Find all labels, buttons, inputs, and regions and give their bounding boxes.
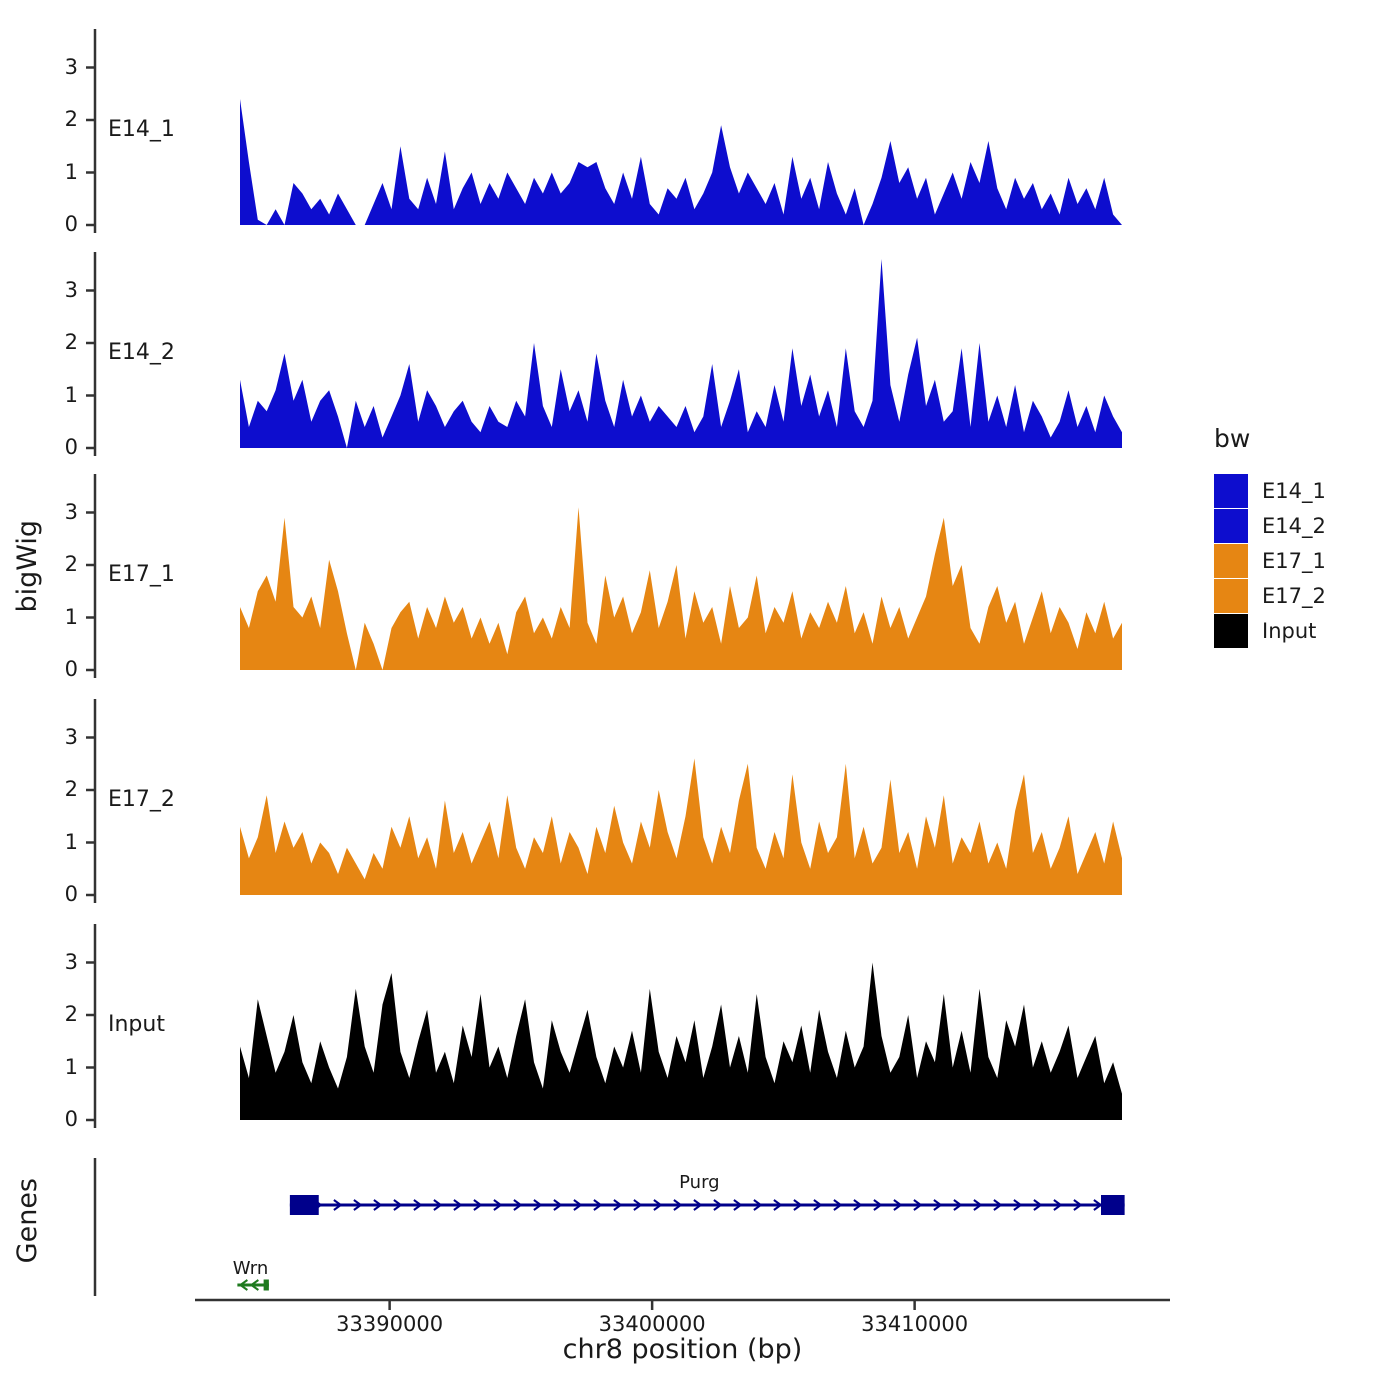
signal-area-Input — [240, 962, 1122, 1120]
legend-swatch-e17-2 — [1214, 578, 1248, 613]
legend-swatch-e14-2 — [1214, 508, 1248, 543]
legend-label: E17_2 — [1262, 583, 1326, 608]
y-axis-title: bigWig — [12, 520, 43, 613]
legend-label: E14_2 — [1262, 513, 1326, 538]
gene-strand-arrow — [793, 1199, 803, 1211]
legend-swatch-e14-1 — [1214, 473, 1248, 508]
gene-strand-arrow — [1033, 1199, 1043, 1211]
gene-strand-arrow — [633, 1199, 643, 1211]
legend-label: E14_1 — [1262, 478, 1326, 503]
signal-area-E17_2 — [240, 758, 1122, 895]
gene-exon-Purg — [289, 1195, 319, 1215]
gene-strand-arrow — [373, 1199, 383, 1211]
gene-strand-arrow — [773, 1199, 783, 1211]
gene-strand-arrow — [993, 1199, 1003, 1211]
gene-strand-arrow — [1073, 1199, 1083, 1211]
gene-strand-arrow — [249, 1279, 259, 1291]
gene-strand-arrow — [453, 1199, 463, 1211]
gene-exon-Purg — [1101, 1195, 1125, 1215]
gene-strand-arrow — [353, 1199, 363, 1211]
gene-strand-arrow — [1013, 1199, 1023, 1211]
gene-strand-arrow — [933, 1199, 943, 1211]
gene-strand-arrow — [973, 1199, 983, 1211]
gene-strand-arrow — [493, 1199, 503, 1211]
gene-strand-arrow — [433, 1199, 443, 1211]
gene-strand-arrow — [1093, 1199, 1103, 1211]
gene-strand-arrow — [953, 1199, 963, 1211]
gene-strand-arrow — [473, 1199, 483, 1211]
signal-area-E14_2 — [240, 259, 1122, 448]
legend-swatch-input — [1214, 613, 1248, 648]
genes-axis-title: Genes — [12, 1178, 43, 1264]
signal-area-E17_1 — [240, 507, 1122, 670]
gene-strand-arrow — [693, 1199, 703, 1211]
legend-swatch-e17-1 — [1214, 543, 1248, 578]
legend-label: Input — [1262, 618, 1317, 643]
gene-strand-arrow — [573, 1199, 583, 1211]
gene-strand-arrow — [413, 1199, 423, 1211]
signal-area-E14_1 — [240, 99, 1122, 225]
gene-strand-arrow — [613, 1199, 623, 1211]
legend-item-e17-2: E17_2 — [1214, 578, 1326, 613]
gene-strand-arrow — [813, 1199, 823, 1211]
gene-strand-arrow — [873, 1199, 883, 1211]
gene-strand-arrow — [1053, 1199, 1063, 1211]
x-axis-title: chr8 position (bp) — [562, 1334, 803, 1365]
gene-strand-arrow — [713, 1199, 723, 1211]
legend-title: bw — [1214, 424, 1251, 453]
gene-strand-arrow — [333, 1199, 343, 1211]
gene-strand-arrow — [913, 1199, 923, 1211]
gene-strand-arrow — [893, 1199, 903, 1211]
legend-items: E14_1 E14_2 E17_1 E17_2 Input — [1214, 473, 1326, 648]
legend-item-e14-2: E14_2 — [1214, 508, 1326, 543]
gene-exon-Wrn — [263, 1279, 269, 1291]
gene-strand-arrow — [673, 1199, 683, 1211]
gene-strand-arrow — [553, 1199, 563, 1211]
gene-strand-arrow — [833, 1199, 843, 1211]
gene-strand-arrow — [238, 1279, 248, 1291]
gene-strand-arrow — [733, 1199, 743, 1211]
gene-strand-arrow — [653, 1199, 663, 1211]
gene-strand-arrow — [533, 1199, 543, 1211]
gene-strand-arrow — [593, 1199, 603, 1211]
legend-item-input: Input — [1214, 613, 1326, 648]
gene-strand-arrow — [393, 1199, 403, 1211]
legend: bw E14_1 E14_2 E17_1 E17_2 Input — [1214, 424, 1326, 648]
legend-item-e14-1: E14_1 — [1214, 473, 1326, 508]
legend-label: E17_1 — [1262, 548, 1326, 573]
gene-strand-arrow — [853, 1199, 863, 1211]
gene-strand-arrow — [753, 1199, 763, 1211]
gene-strand-arrow — [513, 1199, 523, 1211]
legend-item-e17-1: E17_1 — [1214, 543, 1326, 578]
